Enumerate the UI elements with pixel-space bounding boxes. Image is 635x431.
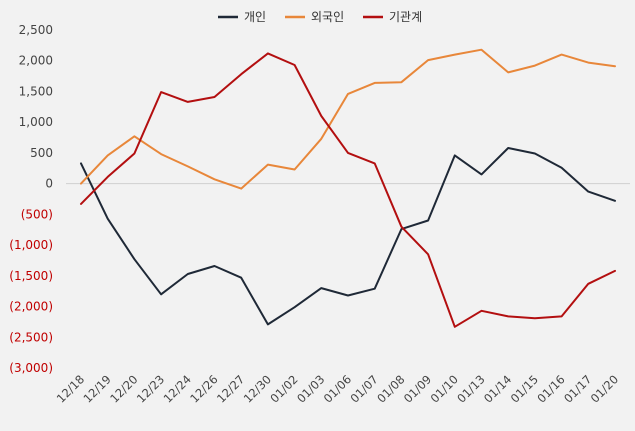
y-tick-label: (1,500) [9, 269, 53, 283]
x-tick-label: 12/19 [80, 372, 113, 405]
x-tick-label: 01/10 [428, 372, 461, 405]
y-tick-label: 2,000 [19, 54, 53, 68]
y-tick-label: 0 [45, 177, 53, 191]
legend-label: 기관계 [389, 10, 422, 24]
series-line [80, 48, 616, 190]
y-tick-label: (3,000) [9, 361, 53, 375]
x-tick-label: 01/16 [534, 372, 567, 405]
legend: 개인 외국인 기관계 [218, 10, 422, 24]
x-tick-label: 12/24 [161, 372, 194, 405]
series-line [80, 52, 616, 328]
x-tick-label: 12/18 [54, 372, 87, 405]
x-tick-label: 01/06 [321, 372, 354, 405]
legend-label: 개인 [244, 10, 266, 24]
x-tick-label: 01/03 [294, 372, 327, 405]
x-tick-label: 01/07 [347, 372, 380, 405]
y-tick-label: 1,500 [19, 84, 53, 98]
x-axis: 12/1812/1912/2012/2312/2412/2612/2712/30… [54, 372, 621, 405]
y-tick-label: (2,500) [9, 330, 53, 344]
y-axis: 2,500 2,000 1,500 1,000 500 0 (500) (1,000) (1,5… [9, 23, 53, 375]
x-tick-label: 12/30 [241, 372, 274, 405]
legend-label: 외국인 [311, 10, 344, 24]
x-tick-label: 01/13 [454, 372, 487, 405]
y-tick-label: 500 [30, 146, 53, 160]
x-tick-label: 12/27 [214, 372, 247, 405]
y-tick-label: (500) [21, 207, 53, 221]
x-tick-label: 12/23 [134, 372, 167, 405]
x-tick-label: 12/26 [187, 372, 220, 405]
x-tick-label: 01/09 [401, 372, 434, 405]
x-tick-label: 01/15 [508, 372, 541, 405]
x-tick-label: 01/17 [561, 372, 594, 405]
x-tick-label: 01/02 [267, 372, 300, 405]
y-tick-label: (1,000) [9, 238, 53, 252]
y-tick-label: 1,000 [19, 115, 53, 129]
y-tick-label: 2,500 [19, 23, 53, 37]
x-tick-label: 01/20 [588, 372, 621, 405]
x-tick-label: 12/20 [107, 372, 140, 405]
plot-area [80, 48, 616, 328]
series-line [80, 147, 616, 326]
y-tick-label: (2,000) [9, 300, 53, 314]
x-tick-label: 01/14 [481, 372, 514, 405]
x-tick-label: 01/08 [374, 372, 407, 405]
